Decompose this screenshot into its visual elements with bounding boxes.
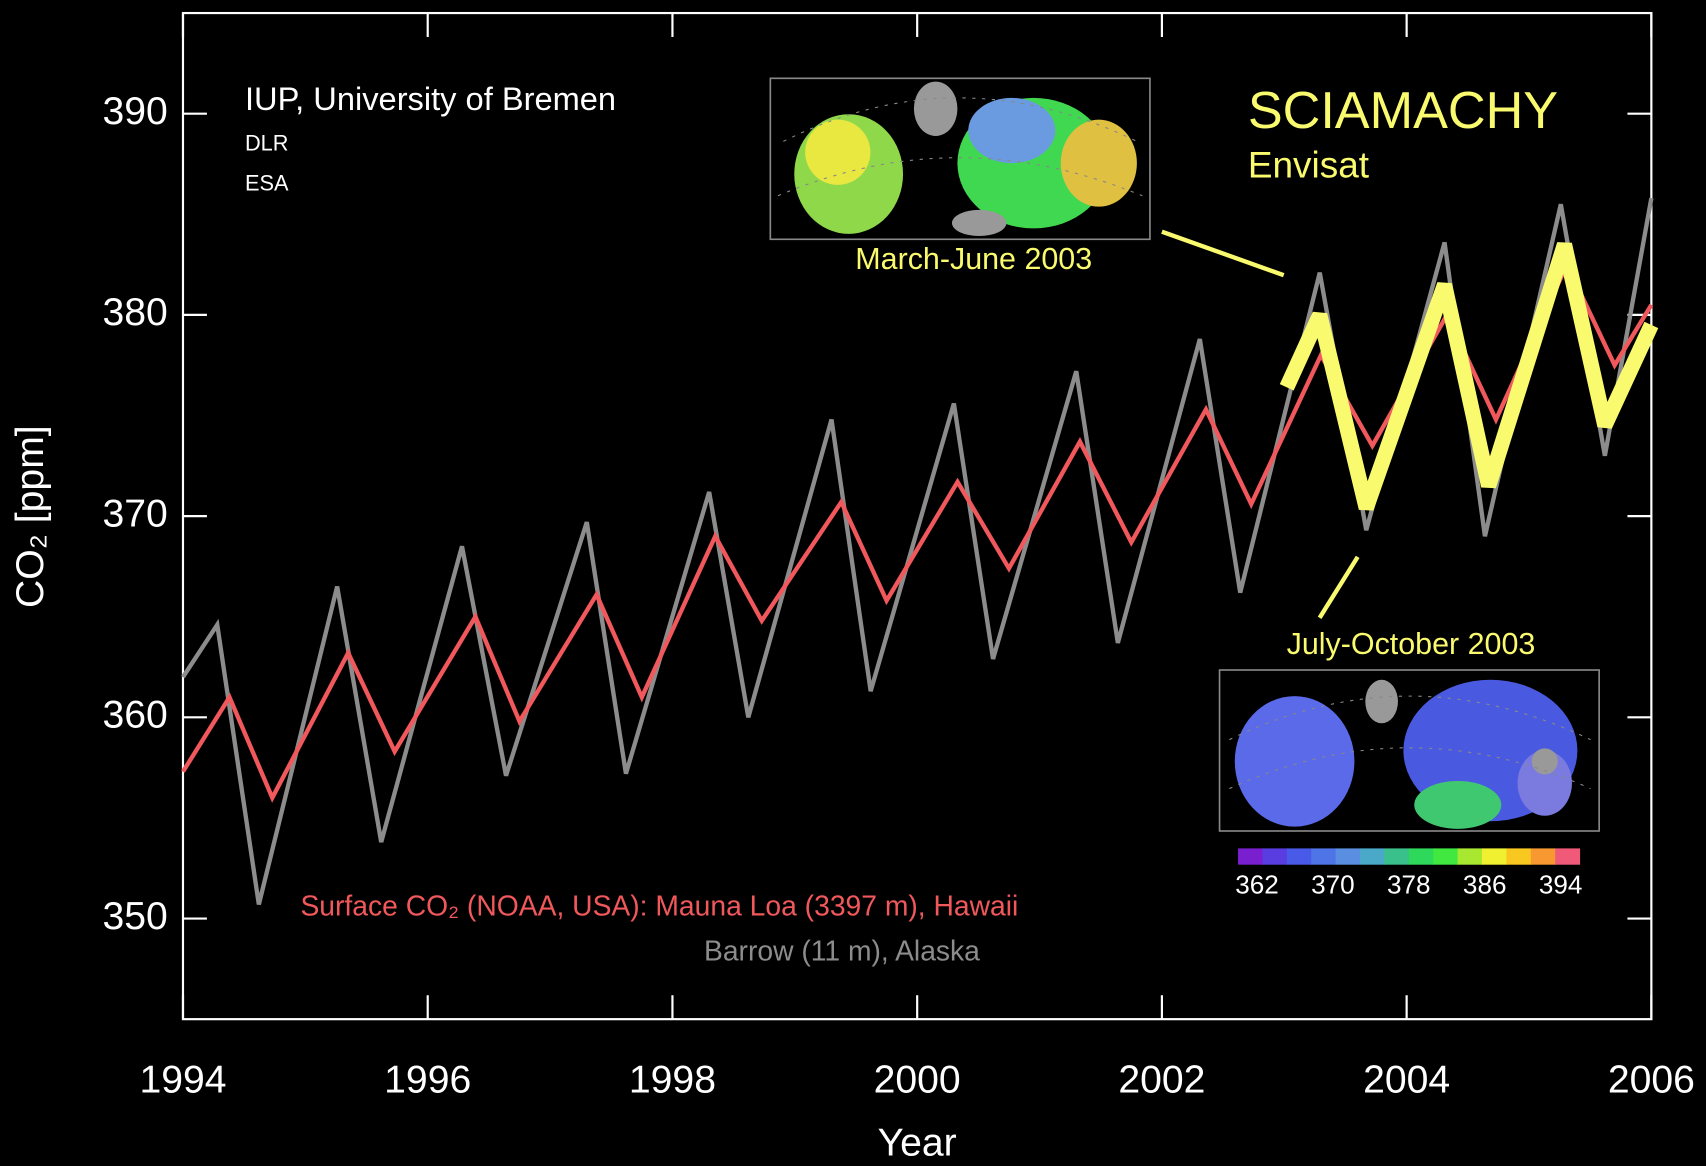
map-inset-1: [770, 78, 1150, 239]
x-tick-label: 2002: [1118, 1059, 1205, 1102]
map-inset-2: [1220, 670, 1600, 831]
legend-entry: Barrow (11 m), Alaska: [704, 934, 980, 966]
y-axis-label: CO₂ [ppm]: [9, 425, 52, 608]
colorbar-tick-label: 394: [1539, 869, 1583, 899]
colorbar-segment: [1262, 848, 1287, 864]
colorbar-segment: [1311, 848, 1336, 864]
y-tick-label: 370: [102, 492, 167, 535]
map-label: March-June 2003: [855, 242, 1092, 276]
x-tick-label: 1994: [139, 1059, 226, 1102]
colorbar-tick-label: 362: [1235, 869, 1279, 899]
colorbar-segment: [1433, 848, 1458, 864]
colorbar-segment: [1409, 848, 1434, 864]
chart: IUP, University of Bremen DLR ESA SCIAMA…: [0, 0, 1706, 1166]
y-tick-label: 390: [102, 90, 167, 133]
colorbar-segment: [1458, 848, 1483, 864]
colorbar-segment: [1238, 848, 1263, 864]
y-tick-label: 380: [102, 291, 167, 334]
colorbar-segment: [1287, 848, 1312, 864]
x-tick-label: 2004: [1363, 1059, 1450, 1102]
colorbar-segment: [1336, 848, 1361, 864]
satellite-instrument: SCIAMACHY: [1248, 82, 1558, 140]
colorbar-segment: [1384, 848, 1409, 864]
map-label: July-October 2003: [1287, 627, 1536, 661]
y-tick-label: 360: [102, 694, 167, 737]
colorbar-tick-label: 386: [1463, 869, 1507, 899]
colorbar-segment: [1506, 848, 1531, 864]
legend-entry: Surface CO₂ (NOAA, USA): Mauna Loa (3397…: [300, 890, 1018, 922]
partner: DLR: [245, 130, 289, 155]
partner: ESA: [245, 171, 289, 196]
colorbar-tick-label: 378: [1387, 869, 1431, 899]
colorbar-segment: [1360, 848, 1385, 864]
institute: IUP, University of Bremen: [245, 80, 616, 117]
colorbar-tick-label: 370: [1311, 869, 1355, 899]
y-tick-label: 350: [102, 895, 167, 938]
x-tick-label: 1998: [629, 1059, 716, 1102]
x-axis-label: Year: [878, 1122, 957, 1165]
page: IUP, University of Bremen DLR ESA SCIAMA…: [0, 0, 1706, 1166]
colorbar-segment: [1531, 848, 1556, 864]
x-tick-label: 2000: [874, 1059, 961, 1102]
colorbar-segment: [1555, 848, 1580, 864]
colorbar-segment: [1482, 848, 1507, 864]
x-tick-label: 2006: [1608, 1059, 1695, 1102]
x-tick-label: 1996: [384, 1059, 471, 1102]
satellite: Envisat: [1248, 144, 1369, 185]
